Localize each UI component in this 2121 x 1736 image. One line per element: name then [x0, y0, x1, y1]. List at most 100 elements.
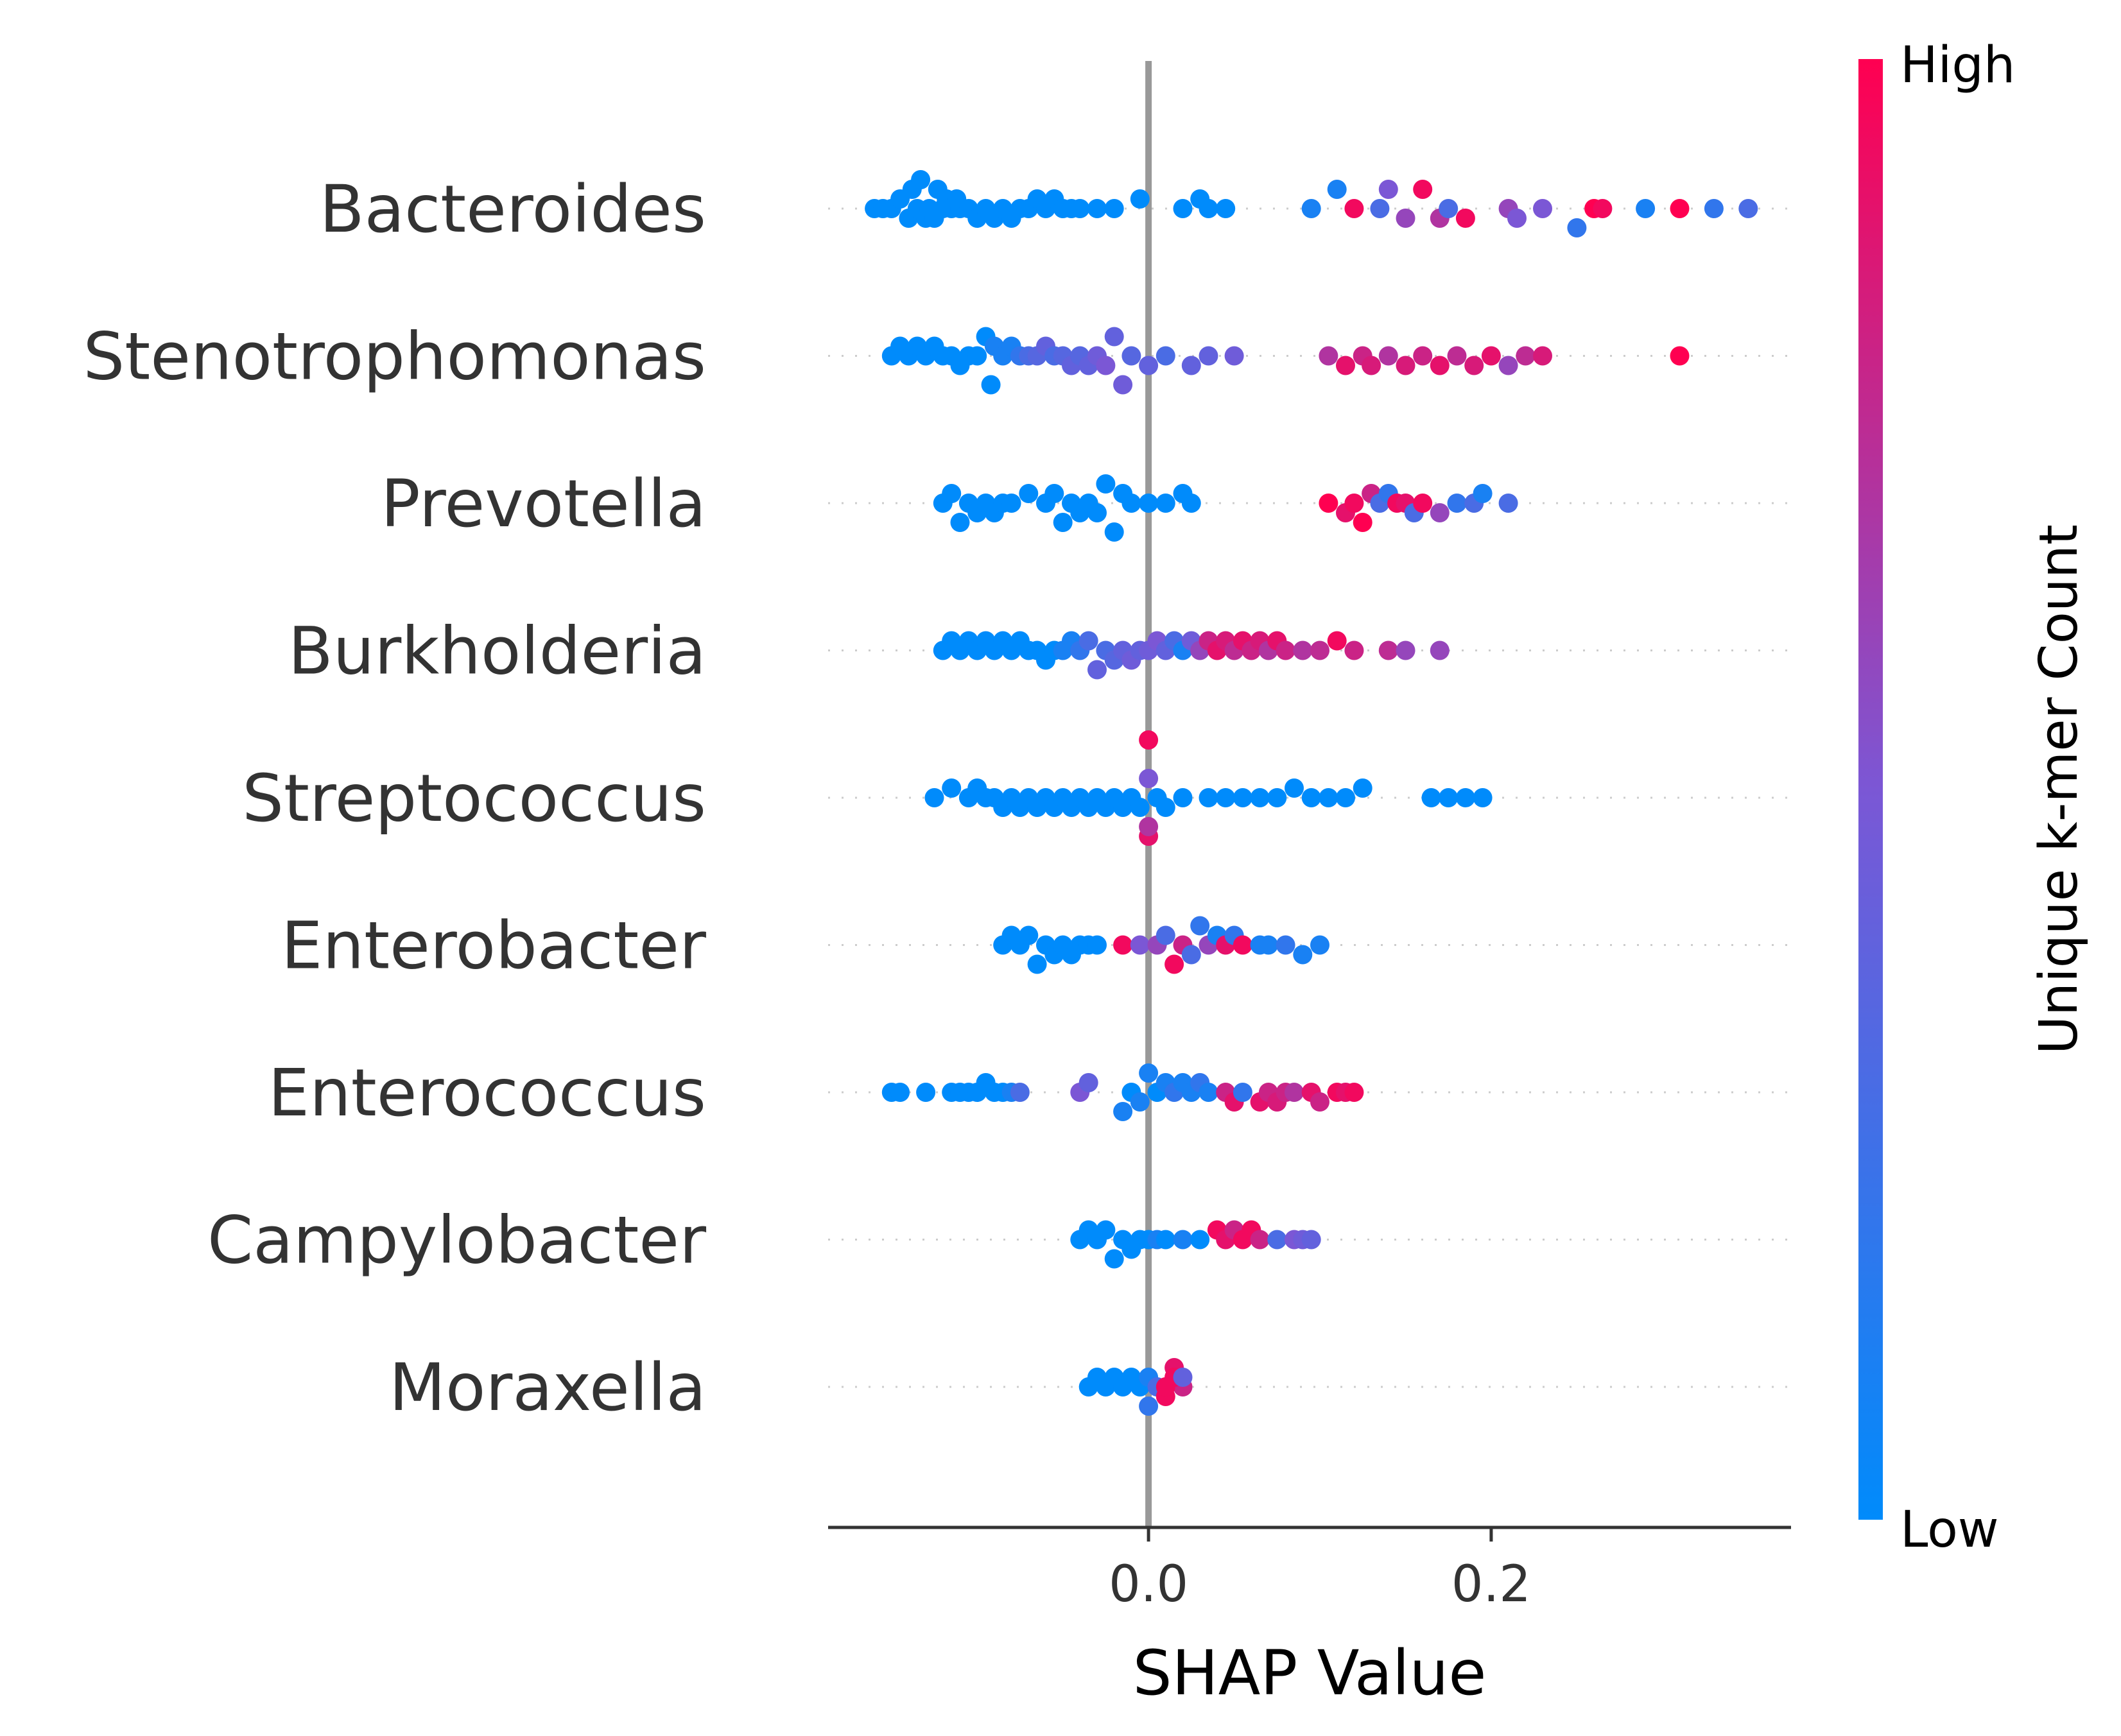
x-tick-label: 0.0 — [1109, 1556, 1188, 1613]
data-point — [981, 375, 1001, 395]
data-point — [1447, 494, 1467, 513]
data-point — [1199, 346, 1218, 366]
data-point — [1096, 1220, 1116, 1240]
data-point — [1113, 375, 1133, 395]
data-point — [1464, 356, 1484, 375]
data-point — [1216, 788, 1236, 807]
data-point — [1378, 180, 1398, 199]
data-point — [1293, 640, 1313, 660]
data-point — [1199, 788, 1218, 807]
data-point — [1258, 935, 1278, 955]
category-label: Burkholderia — [288, 614, 706, 690]
data-point — [1301, 1230, 1321, 1250]
data-point — [1498, 356, 1518, 375]
data-point — [942, 778, 962, 798]
data-point — [1156, 1377, 1175, 1397]
data-point — [1396, 356, 1415, 375]
data-point — [1001, 494, 1021, 513]
data-point — [1087, 503, 1107, 522]
data-point — [1310, 935, 1329, 955]
data-point — [1019, 484, 1039, 503]
data-point — [916, 1083, 936, 1102]
data-point — [1430, 356, 1450, 375]
data-point — [1181, 356, 1201, 375]
data-point — [1336, 788, 1355, 807]
data-point — [1139, 1397, 1159, 1416]
data-point — [1670, 199, 1690, 218]
data-point — [1130, 935, 1150, 955]
data-point — [1421, 788, 1441, 807]
data-point — [1087, 199, 1107, 218]
data-point — [1173, 1230, 1193, 1250]
data-point — [1507, 209, 1527, 228]
data-point — [1010, 1083, 1030, 1102]
data-point — [1267, 1230, 1287, 1250]
data-point — [1439, 788, 1459, 807]
data-point — [1113, 1102, 1133, 1121]
data-point — [1704, 199, 1724, 218]
data-point — [1104, 1249, 1124, 1269]
data-point — [1181, 945, 1201, 965]
data-point — [1078, 1073, 1098, 1092]
data-point — [1139, 769, 1159, 788]
data-point — [1224, 346, 1244, 366]
data-point — [1139, 1063, 1159, 1083]
data-point — [1362, 356, 1381, 375]
data-point — [1636, 199, 1656, 218]
data-point — [1139, 730, 1159, 750]
data-point — [1096, 356, 1116, 375]
data-point — [1319, 494, 1338, 513]
data-point — [1430, 503, 1450, 522]
data-point — [1104, 522, 1124, 542]
data-point — [1378, 346, 1398, 366]
data-point — [1430, 640, 1450, 660]
data-point — [1087, 660, 1107, 680]
data-point — [1250, 788, 1270, 807]
data-point — [1285, 778, 1304, 798]
data-point — [1130, 798, 1150, 817]
data-point — [1593, 199, 1613, 218]
data-point — [1533, 346, 1552, 366]
data-point — [1396, 209, 1415, 228]
data-point — [1370, 199, 1390, 218]
category-label: Stenotrophomonas — [83, 319, 707, 395]
data-point — [1173, 1368, 1193, 1387]
data-point — [1378, 640, 1398, 660]
colorbar-gradient — [1858, 59, 1883, 1520]
data-point — [1156, 494, 1175, 513]
data-point — [1156, 798, 1175, 817]
data-point — [1181, 494, 1201, 513]
data-point — [1327, 180, 1347, 199]
data-point — [1473, 484, 1493, 503]
data-point — [1104, 199, 1124, 218]
category-label: Moraxella — [389, 1350, 706, 1426]
data-point — [967, 346, 987, 366]
data-point — [1113, 935, 1133, 955]
data-point — [1344, 199, 1364, 218]
colorbar-title: Unique k-mer Count — [2029, 524, 2090, 1054]
data-point — [1233, 1083, 1252, 1102]
data-point — [1121, 346, 1141, 366]
data-point — [1670, 346, 1690, 366]
category-label: Enterococcus — [268, 1055, 706, 1131]
data-point — [1190, 1230, 1210, 1250]
data-point — [1344, 640, 1364, 660]
data-point — [1344, 1083, 1364, 1102]
x-ticks: 0.0 0.2 — [1109, 1527, 1531, 1613]
data-point — [1413, 494, 1433, 513]
data-point — [1250, 1230, 1270, 1250]
data-point — [1190, 916, 1210, 936]
data-point — [1481, 346, 1501, 366]
data-point — [1498, 494, 1518, 513]
data-point — [1353, 513, 1372, 532]
data-point — [1139, 817, 1159, 836]
data-point — [1087, 935, 1107, 955]
data-point — [1156, 1230, 1175, 1250]
data-point — [1310, 1092, 1329, 1112]
data-point — [1130, 189, 1150, 209]
data-point — [1344, 494, 1364, 513]
data-point — [1019, 925, 1039, 945]
data-point — [1104, 327, 1124, 347]
data-point — [1130, 1092, 1150, 1112]
data-point — [1447, 346, 1467, 366]
